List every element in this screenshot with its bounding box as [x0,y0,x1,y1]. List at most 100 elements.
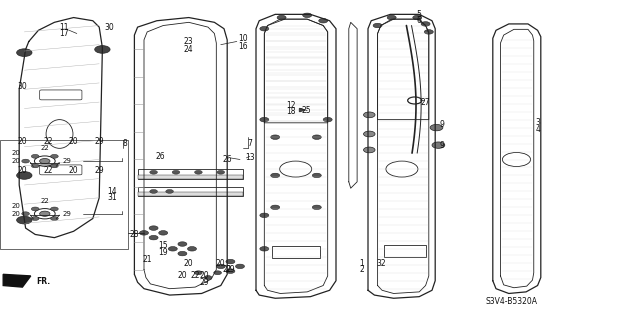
Text: 4: 4 [535,125,540,134]
Circle shape [40,211,50,216]
Text: 23: 23 [184,37,194,46]
Circle shape [364,112,375,118]
Text: 24: 24 [184,45,194,54]
Text: 22: 22 [40,198,49,204]
Text: 29: 29 [63,211,72,217]
Text: 28: 28 [130,230,139,239]
Circle shape [17,172,32,179]
Text: 22: 22 [191,271,200,280]
Text: 29: 29 [94,166,104,175]
Text: 2: 2 [359,265,364,274]
Text: 7: 7 [247,139,252,148]
Bar [138,187,243,196]
Text: 15: 15 [158,241,168,250]
Text: 32: 32 [376,259,386,268]
Circle shape [51,154,58,158]
Text: 20: 20 [177,271,188,280]
Circle shape [226,259,235,264]
Circle shape [373,23,382,28]
Circle shape [319,19,328,23]
Text: 20: 20 [12,150,20,156]
Circle shape [430,124,443,131]
Circle shape [22,212,29,216]
Text: 20: 20 [184,259,194,268]
Text: 22: 22 [44,137,52,146]
Text: 9: 9 [439,141,444,150]
Circle shape [260,117,269,122]
Text: FR.: FR. [36,277,50,286]
Text: 17: 17 [59,29,69,38]
Text: 8: 8 [122,139,127,148]
Bar [138,192,243,196]
Circle shape [216,264,225,269]
Circle shape [195,271,202,275]
Text: 20: 20 [216,259,226,268]
Circle shape [271,205,280,210]
Text: 13: 13 [244,153,255,162]
Text: 5: 5 [417,10,422,19]
Circle shape [271,173,280,178]
Text: 20: 20 [12,158,20,164]
Circle shape [217,170,225,174]
Text: 22: 22 [223,265,232,274]
Circle shape [178,242,187,246]
Circle shape [312,173,321,178]
Text: 11: 11 [60,23,68,32]
Circle shape [31,217,39,220]
Text: 29: 29 [94,137,104,146]
Text: 3: 3 [535,118,540,127]
Text: 26: 26 [155,152,165,161]
Text: 12: 12 [287,101,296,110]
Circle shape [204,276,212,279]
Circle shape [17,49,32,56]
Text: 20: 20 [68,166,79,175]
Text: 20: 20 [68,137,79,146]
Circle shape [312,205,321,210]
Circle shape [214,271,221,275]
Circle shape [22,159,29,163]
Circle shape [364,147,375,153]
Circle shape [260,247,269,251]
Circle shape [188,247,196,251]
Circle shape [271,135,280,139]
Text: 29: 29 [200,278,210,287]
Circle shape [40,159,50,164]
Circle shape [95,46,110,53]
Polygon shape [3,274,31,287]
Text: 16: 16 [238,42,248,51]
Text: 22: 22 [44,166,52,175]
Circle shape [226,269,235,273]
Text: 27: 27 [420,98,431,107]
Text: 30: 30 [17,82,28,91]
Circle shape [178,251,187,256]
Text: 25: 25 [301,106,311,115]
Circle shape [166,189,173,193]
Circle shape [421,22,430,26]
Circle shape [168,247,177,251]
Text: 1: 1 [359,259,364,268]
Circle shape [150,189,157,193]
Circle shape [140,231,148,235]
Circle shape [195,170,202,174]
Text: 30: 30 [104,23,114,32]
Text: 14: 14 [107,187,117,196]
Text: 31: 31 [107,193,117,202]
Text: 10: 10 [238,34,248,43]
Circle shape [51,217,58,220]
Circle shape [172,170,180,174]
Circle shape [413,15,422,20]
Circle shape [260,26,269,31]
Text: 20: 20 [17,166,28,175]
Circle shape [149,235,158,240]
Circle shape [31,164,39,168]
Circle shape [150,170,157,174]
Text: 18: 18 [287,107,296,116]
Circle shape [236,264,244,269]
Bar [138,175,243,179]
Text: S3V4-B5320A: S3V4-B5320A [486,297,538,306]
Circle shape [17,216,32,224]
Text: 9: 9 [439,120,444,129]
Circle shape [149,226,158,230]
Circle shape [31,154,39,158]
Circle shape [303,13,312,18]
